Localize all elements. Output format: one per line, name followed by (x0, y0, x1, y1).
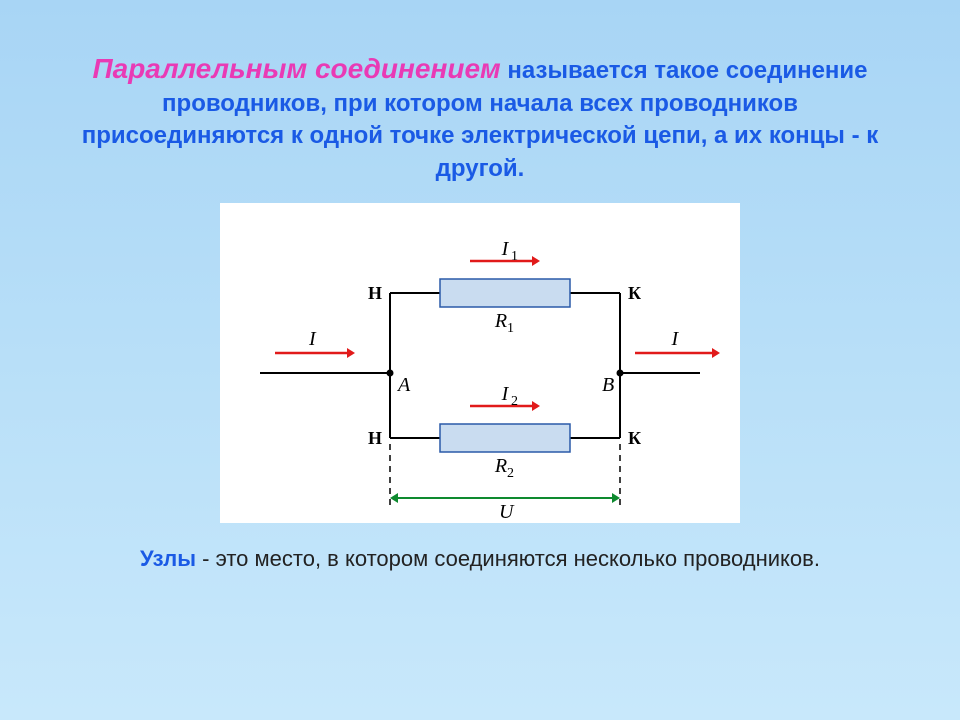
svg-text:2: 2 (507, 466, 514, 481)
svg-text:I: I (671, 328, 680, 350)
footer-lead: Узлы (140, 546, 196, 571)
svg-text:R: R (494, 455, 507, 477)
svg-text:К: К (628, 428, 641, 448)
svg-text:I: I (308, 328, 317, 350)
svg-text:Н: Н (368, 283, 382, 303)
footer-rest: - это место, в котором соединяются неско… (196, 546, 820, 571)
svg-text:A: A (396, 374, 411, 396)
svg-text:U: U (499, 501, 515, 523)
svg-text:B: B (602, 374, 614, 396)
footer-block: Узлы - это место, в котором соединяются … (70, 545, 890, 574)
svg-text:1: 1 (511, 249, 518, 264)
svg-text:I: I (501, 383, 510, 405)
svg-text:I: I (501, 238, 510, 260)
svg-text:R: R (494, 310, 507, 332)
circuit-diagram: III1I2R1R2ABНКНКU (220, 203, 740, 523)
slide: Параллельным соединением называется тако… (0, 0, 960, 720)
title-block: Параллельным соединением называется тако… (70, 50, 890, 185)
svg-text:2: 2 (511, 394, 518, 409)
svg-text:Н: Н (368, 428, 382, 448)
title-lead: Параллельным соединением (92, 53, 500, 84)
svg-text:1: 1 (507, 321, 514, 336)
svg-text:К: К (628, 283, 641, 303)
